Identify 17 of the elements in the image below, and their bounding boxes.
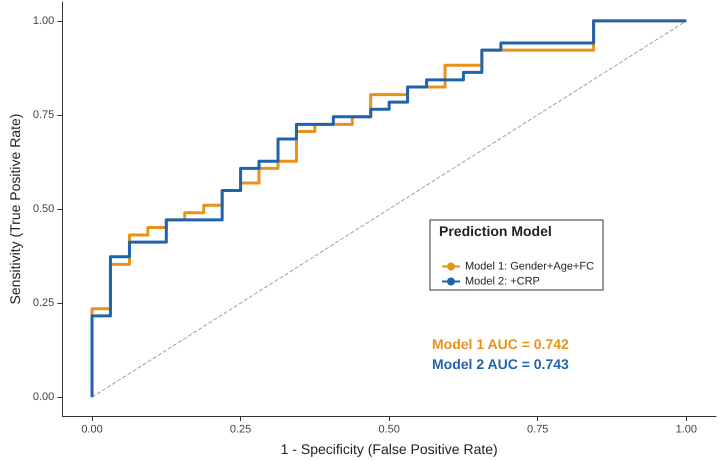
annotation: Model 2 AUC = 0.743 bbox=[432, 356, 570, 372]
legend-label: Model 2: +CRP bbox=[465, 276, 540, 288]
y-tick-label: 0.00 bbox=[32, 391, 54, 404]
annotation: Model 1 AUC = 0.742 bbox=[432, 336, 570, 352]
x-tick-label: 0.25 bbox=[230, 424, 252, 436]
x-tick-label: 1.00 bbox=[676, 424, 697, 436]
y-tick-label: 0.50 bbox=[32, 203, 54, 215]
x-tick-label: 0.00 bbox=[81, 424, 103, 436]
y-tick-label: 1.00 bbox=[32, 14, 54, 27]
x-tick-label: 0.75 bbox=[527, 424, 548, 436]
y-tick-label: 0.75 bbox=[32, 108, 54, 121]
y-tick-label: 0.25 bbox=[32, 297, 54, 310]
legend-title: Prediction Model bbox=[439, 223, 552, 239]
x-axis-title: 1 - Specificity (False Positive Rate) bbox=[280, 441, 498, 457]
y-axis-title: Sensitivity (True Positive Rate) bbox=[7, 114, 23, 304]
x-tick-label: 0.50 bbox=[378, 424, 400, 436]
legend-label: Model 1: Gender+Age+FC bbox=[465, 260, 594, 272]
